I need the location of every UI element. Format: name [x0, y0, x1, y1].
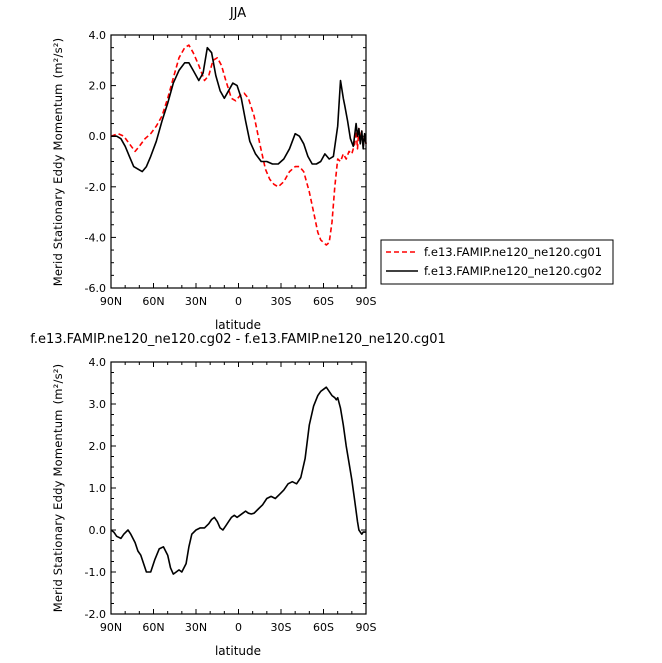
- top-chart-plot: [110, 44, 367, 246]
- x-tick-label: 90N: [100, 295, 122, 308]
- y-tick-label: -1.0: [85, 566, 106, 579]
- y-tick-label: 0.0: [89, 524, 107, 537]
- bottom-chart-plot: [110, 386, 366, 575]
- top-chart-panel: JJA Merid Stationary Eddy Momentum (m²/s²…: [51, 6, 377, 332]
- legend: f.e13.FAMIP.ne120_ne120.cg01 f.e13.FAMIP…: [380, 239, 614, 285]
- y-tick-label: 2.0: [89, 440, 107, 453]
- y-tick-label: -4.0: [85, 231, 106, 244]
- top-chart-xlabel: latitude: [215, 318, 261, 332]
- svg-text:Merid Stationary Eddy Momentum: Merid Stationary Eddy Momentum (m²/s²): [51, 38, 65, 287]
- x-tick-label: 60N: [142, 295, 164, 308]
- y-tick-label: 0.0: [89, 130, 107, 143]
- y-tick-label: 4.0: [89, 29, 107, 42]
- x-tick-label: 30N: [185, 295, 207, 308]
- top-chart-ylabel-main: Merid Stationary Eddy Momentum: [51, 83, 65, 286]
- series-line-cg01: [110, 44, 367, 246]
- y-tick-label: 1.0: [89, 482, 107, 495]
- y-tick-label: 2.0: [89, 80, 107, 93]
- bottom-chart-xlabel: latitude: [215, 644, 261, 658]
- x-tick-label: 0: [235, 295, 242, 308]
- bottom-chart-ylabel-main: Merid Stationary Eddy Momentum: [51, 409, 65, 612]
- legend-box: [380, 239, 614, 285]
- x-tick-label: 60S: [313, 295, 334, 308]
- bottom-chart-ylabel: Merid Stationary Eddy Momentum (m²/s²): [51, 364, 65, 613]
- legend-label-cg02: f.e13.FAMIP.ne120_ne120.cg02: [424, 264, 602, 278]
- y-tick-label: 4.0: [89, 356, 107, 369]
- series-line-difference: [110, 386, 366, 575]
- x-tick-label: 30S: [271, 295, 292, 308]
- series-line-cg02: [111, 46, 367, 173]
- y-tick-label: -2.0: [85, 608, 106, 621]
- svg-text:Merid Stationary Eddy Momentum: Merid Stationary Eddy Momentum (m²/s²): [51, 364, 65, 613]
- x-tick-label: 90N: [100, 621, 122, 634]
- x-tick-label: 0: [235, 621, 242, 634]
- y-tick-label: -2.0: [85, 181, 106, 194]
- top-chart-axes: -6.0 -4.0 -2.0 0.0 2.0 4.0 90N 60N 30N 0 30S 60S 90S: [85, 29, 377, 308]
- top-chart-ylabel: Merid Stationary Eddy Momentum (m²/s²): [51, 38, 65, 287]
- bottom-chart-axes: -2.0 -1.0 0.0 1.0 2.0 3.0 4.0 90N 60N 30N 0 30S 60S 9…: [85, 356, 377, 634]
- bottom-chart-ylabel-unit: (m²/s²): [51, 364, 65, 405]
- y-tick-label: 3.0: [89, 398, 107, 411]
- top-chart-ylabel-unit: (m²/s²): [51, 38, 65, 79]
- x-tick-label: 90S: [356, 621, 377, 634]
- x-tick-label: 90S: [356, 295, 377, 308]
- bottom-chart-panel: f.e13.FAMIP.ne120_ne120.cg02 - f.e13.FAM…: [30, 332, 446, 658]
- bottom-chart-title: f.e13.FAMIP.ne120_ne120.cg02 - f.e13.FAM…: [30, 332, 446, 347]
- x-tick-label: 60N: [142, 621, 164, 634]
- y-tick-label: -6.0: [85, 282, 106, 295]
- x-tick-label: 30S: [271, 621, 292, 634]
- x-tick-label: 60S: [313, 621, 334, 634]
- legend-label-cg01: f.e13.FAMIP.ne120_ne120.cg01: [424, 245, 602, 259]
- top-chart-title: JJA: [229, 6, 246, 21]
- plot-frame: [110, 361, 367, 615]
- x-tick-label: 30N: [185, 621, 207, 634]
